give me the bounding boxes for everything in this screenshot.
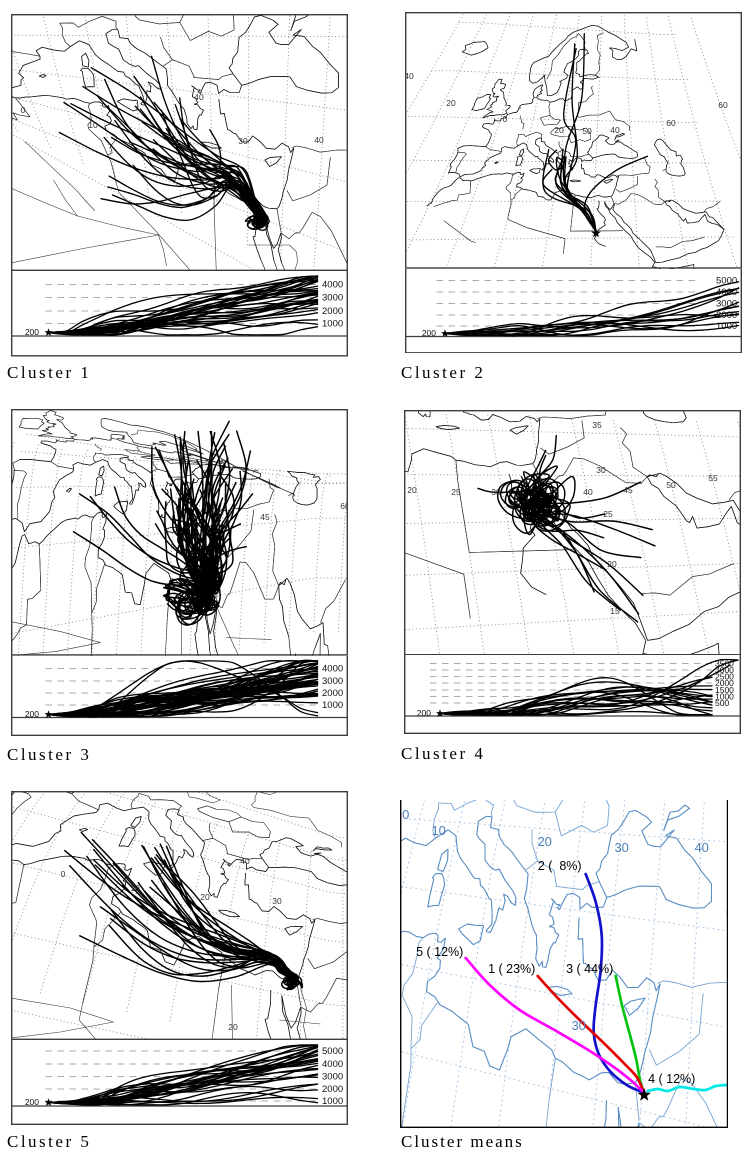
- svg-text:40: 40: [314, 135, 324, 145]
- svg-text:20: 20: [228, 1022, 238, 1032]
- svg-text:60: 60: [718, 100, 728, 110]
- svg-text:4000: 4000: [322, 664, 343, 675]
- svg-text:2 ( 8%): 2 ( 8%): [538, 859, 582, 873]
- svg-text:20: 20: [200, 892, 210, 902]
- svg-text:55: 55: [708, 473, 718, 483]
- svg-text:1000: 1000: [716, 321, 737, 332]
- svg-text:3000: 3000: [716, 298, 737, 309]
- svg-text:40: 40: [610, 125, 620, 135]
- svg-text:5000: 5000: [322, 1046, 343, 1057]
- svg-text:40: 40: [240, 856, 250, 866]
- svg-text:10: 10: [130, 883, 140, 893]
- svg-text:0: 0: [502, 114, 507, 124]
- svg-text:30: 30: [596, 465, 606, 475]
- svg-text:30: 30: [491, 487, 501, 497]
- svg-text:4000: 4000: [716, 287, 737, 298]
- svg-text:40: 40: [583, 487, 593, 497]
- svg-text:0: 0: [20, 105, 25, 115]
- svg-text:1 ( 23%): 1 ( 23%): [488, 962, 535, 976]
- svg-text:3 ( 44%): 3 ( 44%): [566, 962, 613, 976]
- svg-text:1000: 1000: [322, 1096, 343, 1107]
- svg-text:200: 200: [417, 708, 431, 718]
- svg-text:35: 35: [592, 420, 602, 430]
- svg-text:0: 0: [402, 807, 409, 822]
- svg-text:2000: 2000: [322, 688, 343, 699]
- svg-text:1000: 1000: [322, 319, 343, 330]
- svg-text:5 ( 12%): 5 ( 12%): [416, 945, 463, 959]
- svg-text:30: 30: [615, 840, 629, 855]
- svg-text:20: 20: [407, 485, 417, 495]
- svg-text:200: 200: [421, 328, 435, 338]
- svg-text:200: 200: [24, 327, 38, 337]
- svg-text:2000: 2000: [322, 306, 343, 317]
- svg-text:20: 20: [446, 98, 456, 108]
- svg-text:3000: 3000: [322, 676, 343, 687]
- svg-text:200: 200: [24, 709, 38, 719]
- svg-text:50: 50: [666, 480, 676, 490]
- svg-text:1500: 1500: [715, 685, 734, 695]
- svg-text:3000: 3000: [322, 1072, 343, 1083]
- svg-text:60: 60: [340, 501, 348, 511]
- svg-text:500: 500: [715, 698, 729, 708]
- svg-text:2500: 2500: [715, 672, 734, 682]
- svg-text:3000: 3000: [715, 665, 734, 675]
- svg-text:10: 10: [432, 823, 446, 838]
- svg-text:20: 20: [554, 125, 564, 135]
- svg-text:30: 30: [572, 1018, 586, 1033]
- svg-text:25: 25: [603, 509, 613, 519]
- svg-text:45: 45: [260, 512, 270, 522]
- svg-text:4000: 4000: [322, 1059, 343, 1070]
- svg-text:1000: 1000: [715, 692, 734, 702]
- svg-text:45: 45: [623, 485, 633, 495]
- svg-text:50: 50: [582, 126, 592, 136]
- svg-text:2000: 2000: [715, 678, 734, 688]
- svg-text:5000: 5000: [716, 275, 737, 286]
- svg-text:25: 25: [451, 487, 461, 497]
- svg-text:30: 30: [238, 136, 248, 146]
- svg-text:1000: 1000: [322, 700, 343, 711]
- svg-text:200: 200: [24, 1097, 38, 1107]
- svg-text:20: 20: [607, 559, 617, 569]
- svg-text:30: 30: [272, 896, 282, 906]
- svg-text:40: 40: [405, 71, 414, 81]
- svg-text:40: 40: [695, 840, 709, 855]
- svg-text:20: 20: [538, 834, 552, 849]
- svg-text:4 ( 12%): 4 ( 12%): [648, 1072, 695, 1086]
- svg-text:2000: 2000: [322, 1084, 343, 1095]
- svg-text:0: 0: [60, 869, 65, 879]
- svg-text:10: 10: [88, 120, 98, 130]
- svg-text:3000: 3000: [322, 293, 343, 304]
- svg-text:40: 40: [194, 92, 204, 102]
- svg-text:4000: 4000: [322, 280, 343, 291]
- svg-text:15: 15: [610, 606, 620, 616]
- svg-text:60: 60: [666, 118, 676, 128]
